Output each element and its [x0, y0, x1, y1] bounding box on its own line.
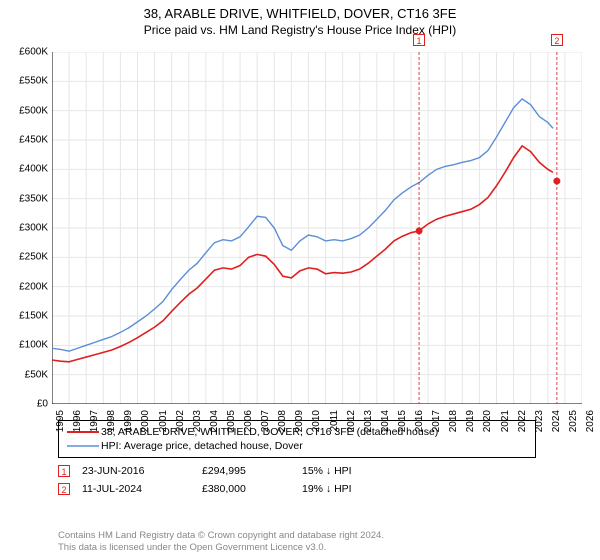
sale-note-row: 2 11-JUL-2024 £380,000 19% ↓ HPI	[58, 480, 352, 498]
chart-subtitle: Price paid vs. HM Land Registry's House …	[0, 23, 600, 37]
y-tick-label: £600K	[19, 47, 48, 58]
y-tick-label: £500K	[19, 105, 48, 116]
sale-price: £294,995	[202, 465, 302, 477]
y-tick-label: £50K	[25, 369, 48, 380]
y-tick-label: £150K	[19, 311, 48, 322]
legend-item: 38, ARABLE DRIVE, WHITFIELD, DOVER, CT16…	[65, 425, 529, 439]
y-tick-label: £200K	[19, 281, 48, 292]
sale-marker-icon: 1	[58, 465, 70, 477]
chart-sale-marker: 1	[413, 34, 425, 46]
chart-plot-area: £0£50K£100K£150K£200K£250K£300K£350K£400…	[52, 52, 582, 404]
y-tick-label: £100K	[19, 340, 48, 351]
y-tick-label: £350K	[19, 193, 48, 204]
legend-label: 38, ARABLE DRIVE, WHITFIELD, DOVER, CT16…	[101, 426, 438, 438]
x-tick-label: 2025	[568, 410, 579, 432]
sale-note-row: 1 23-JUN-2016 £294,995 15% ↓ HPI	[58, 462, 352, 480]
x-tick-label: 2026	[585, 410, 596, 432]
y-tick-label: £450K	[19, 135, 48, 146]
legend-swatch	[65, 440, 101, 452]
y-tick-label: £250K	[19, 252, 48, 263]
footer-line: Contains HM Land Registry data © Crown c…	[58, 530, 384, 542]
footer-attribution: Contains HM Land Registry data © Crown c…	[58, 530, 384, 554]
y-tick-label: £550K	[19, 76, 48, 87]
sale-delta: 15% ↓ HPI	[302, 465, 352, 477]
chart-legend: 38, ARABLE DRIVE, WHITFIELD, DOVER, CT16…	[58, 420, 536, 458]
legend-label: HPI: Average price, detached house, Dove…	[101, 440, 303, 452]
y-tick-label: £400K	[19, 164, 48, 175]
sale-price: £380,000	[202, 483, 302, 495]
footer-line: This data is licensed under the Open Gov…	[58, 542, 384, 554]
sale-notes: 1 23-JUN-2016 £294,995 15% ↓ HPI 2 11-JU…	[58, 462, 352, 498]
legend-item: HPI: Average price, detached house, Dove…	[65, 439, 529, 453]
y-tick-label: £300K	[19, 223, 48, 234]
sale-date: 11-JUL-2024	[82, 483, 202, 495]
y-tick-label: £0	[37, 399, 48, 410]
sale-date: 23-JUN-2016	[82, 465, 202, 477]
line-chart-svg	[52, 52, 582, 404]
chart-title: 38, ARABLE DRIVE, WHITFIELD, DOVER, CT16…	[0, 6, 600, 21]
x-tick-label: 2024	[551, 410, 562, 432]
sale-delta: 19% ↓ HPI	[302, 483, 352, 495]
chart-sale-marker: 2	[551, 34, 563, 46]
legend-swatch	[65, 426, 101, 438]
sale-marker-icon: 2	[58, 483, 70, 495]
